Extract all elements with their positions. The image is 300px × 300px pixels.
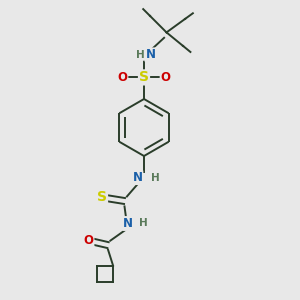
Text: H: H: [151, 172, 160, 183]
Text: N: N: [132, 171, 142, 184]
Text: S: S: [97, 190, 107, 204]
Text: N: N: [146, 48, 156, 62]
Text: N: N: [123, 217, 133, 230]
Text: H: H: [136, 50, 145, 60]
Text: H: H: [139, 218, 148, 229]
Text: O: O: [83, 234, 94, 247]
Text: S: S: [139, 70, 149, 84]
Text: O: O: [117, 71, 128, 84]
Text: O: O: [160, 71, 171, 84]
